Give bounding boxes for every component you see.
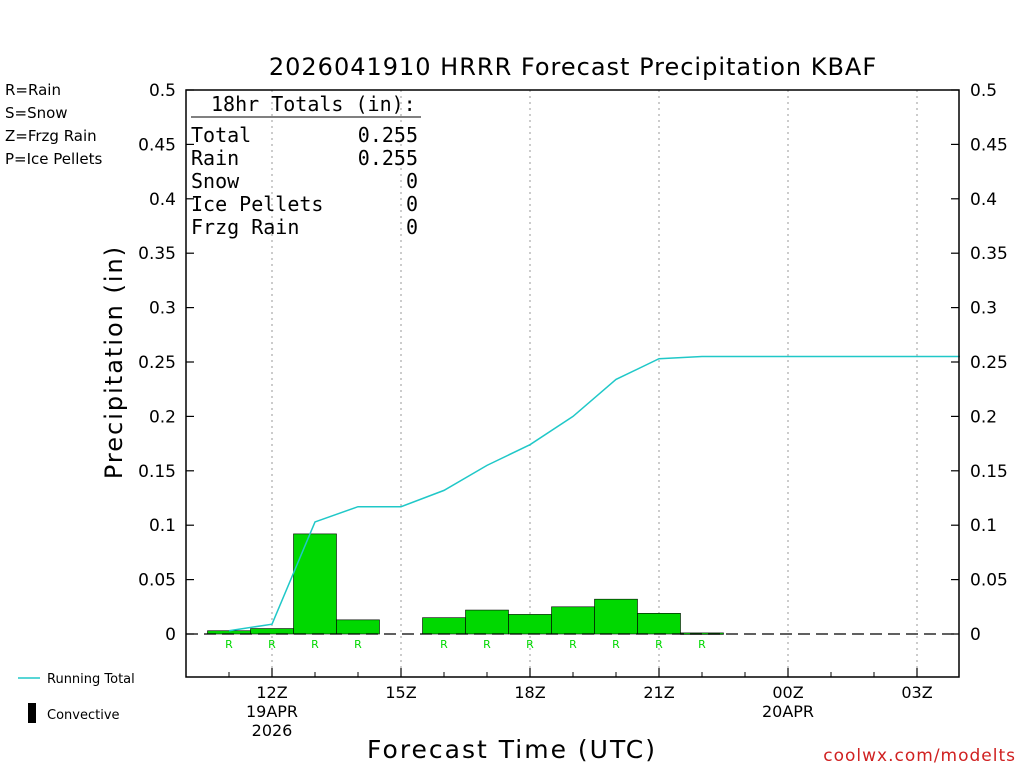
y-tick-label-left-2: 0.1 bbox=[149, 516, 176, 536]
totals-label-ice-pellets: Ice Pellets bbox=[191, 192, 323, 216]
convective-legend-swatch bbox=[28, 703, 36, 723]
legend-ice-pellets: P=Ice Pellets bbox=[5, 150, 102, 168]
bar-series bbox=[207, 533, 724, 635]
bar-3 bbox=[336, 619, 380, 635]
series-legend: Running Total Convective bbox=[18, 672, 135, 723]
x-tick-label-12-0: 12Z bbox=[256, 683, 287, 702]
x-tick-label-18-0: 18Z bbox=[514, 683, 545, 702]
grid-lines bbox=[271, 90, 918, 677]
ptype-mark-13: R bbox=[311, 638, 319, 651]
ptype-mark-16: R bbox=[440, 638, 448, 651]
bar-1 bbox=[250, 628, 294, 635]
totals-value-total: 0.255 bbox=[358, 123, 418, 147]
y-tick-label-left-7: 0.35 bbox=[138, 244, 176, 264]
legend-snow: S=Snow bbox=[5, 104, 68, 122]
y-tick-label-right-1: 0.05 bbox=[970, 571, 1008, 591]
bar-8 bbox=[551, 606, 595, 635]
running-total-legend-label: Running Total bbox=[47, 672, 135, 687]
credit-text: coolwx.com/modelts bbox=[823, 746, 1016, 766]
convective-legend-label: Convective bbox=[47, 708, 120, 723]
totals-label-frzg-rain: Frzg Rain bbox=[191, 215, 299, 239]
y-tick-label-left-5: 0.25 bbox=[138, 353, 176, 373]
legend-frzg-rain: Z=Frzg Rain bbox=[5, 127, 97, 145]
totals-value-frzg-rain: 0 bbox=[406, 215, 418, 239]
y-tick-label-left-0: 0 bbox=[165, 625, 176, 645]
x-tick-label-12-1: 19APR bbox=[246, 702, 298, 721]
ptype-mark-17: R bbox=[483, 638, 491, 651]
totals-value-ice-pellets: 0 bbox=[406, 192, 418, 216]
bar-9 bbox=[594, 598, 638, 635]
totals-header: 18hr Totals (in): bbox=[211, 92, 416, 116]
ptype-mark-21: R bbox=[655, 638, 663, 651]
y-axis-ticks: 0 00.05 0.050.1 0.10.15 0.150.2 0.20.25 0.250.… bbox=[138, 81, 1008, 645]
x-tick-label-27-0: 03Z bbox=[901, 683, 932, 702]
y-tick-label-left-1: 0.05 bbox=[138, 571, 176, 591]
ptype-mark-18: R bbox=[526, 638, 534, 651]
totals-label-total: Total bbox=[191, 123, 251, 147]
totals-label-rain: Rain bbox=[191, 146, 239, 170]
x-tick-label-12-2: 2026 bbox=[252, 721, 293, 740]
y-tick-label-right-8: 0.4 bbox=[970, 190, 997, 210]
totals-box: 18hr Totals (in): Total 0.255 Rain 0.255… bbox=[191, 92, 421, 239]
bar-2 bbox=[293, 533, 337, 635]
y-tick-label-right-2: 0.1 bbox=[970, 516, 997, 536]
y-tick-label-left-3: 0.15 bbox=[138, 462, 176, 482]
y-tick-label-right-10: 0.5 bbox=[970, 81, 997, 101]
y-tick-label-left-4: 0.2 bbox=[149, 407, 176, 427]
totals-value-rain: 0.255 bbox=[358, 146, 418, 170]
ptype-mark-12: R bbox=[268, 638, 276, 651]
chart-title: 2026041910 HRRR Forecast Precipitation K… bbox=[269, 53, 877, 81]
y-tick-label-right-6: 0.3 bbox=[970, 299, 997, 319]
bar-10 bbox=[637, 613, 681, 635]
y-tick-label-left-10: 0.5 bbox=[149, 81, 176, 101]
y-axis-title: Precipitation (in) bbox=[100, 245, 128, 479]
x-tick-label-15-0: 15Z bbox=[385, 683, 416, 702]
precip-type-legend: R=Rain S=Snow Z=Frzg Rain P=Ice Pellets bbox=[5, 81, 102, 168]
totals-value-snow: 0 bbox=[406, 169, 418, 193]
y-tick-label-left-9: 0.45 bbox=[138, 135, 176, 155]
y-tick-label-right-9: 0.45 bbox=[970, 135, 1008, 155]
bar-5 bbox=[422, 617, 466, 635]
running-total-line bbox=[228, 355, 960, 632]
y-tick-label-right-5: 0.25 bbox=[970, 353, 1008, 373]
y-tick-label-right-3: 0.15 bbox=[970, 462, 1008, 482]
bar-7 bbox=[508, 614, 552, 635]
running-total-series bbox=[228, 355, 960, 632]
x-tick-label-24-0: 00Z bbox=[772, 683, 803, 702]
y-tick-label-right-7: 0.35 bbox=[970, 244, 1008, 264]
ptype-mark-19: R bbox=[569, 638, 577, 651]
ptype-mark-14: R bbox=[354, 638, 362, 651]
ptype-mark-11: R bbox=[225, 638, 233, 651]
totals-label-snow: Snow bbox=[191, 169, 240, 193]
y-tick-label-left-6: 0.3 bbox=[149, 299, 176, 319]
y-tick-label-left-8: 0.4 bbox=[149, 190, 176, 210]
legend-rain: R=Rain bbox=[5, 81, 61, 99]
ptype-mark-22: R bbox=[698, 638, 706, 651]
bar-6 bbox=[465, 609, 509, 635]
ptype-mark-20: R bbox=[612, 638, 620, 651]
x-tick-label-21-0: 21Z bbox=[643, 683, 674, 702]
y-tick-label-right-0: 0 bbox=[970, 625, 981, 645]
x-tick-label-24-1: 20APR bbox=[762, 702, 814, 721]
y-tick-label-right-4: 0.2 bbox=[970, 407, 997, 427]
x-axis-title: Forecast Time (UTC) bbox=[367, 735, 657, 764]
